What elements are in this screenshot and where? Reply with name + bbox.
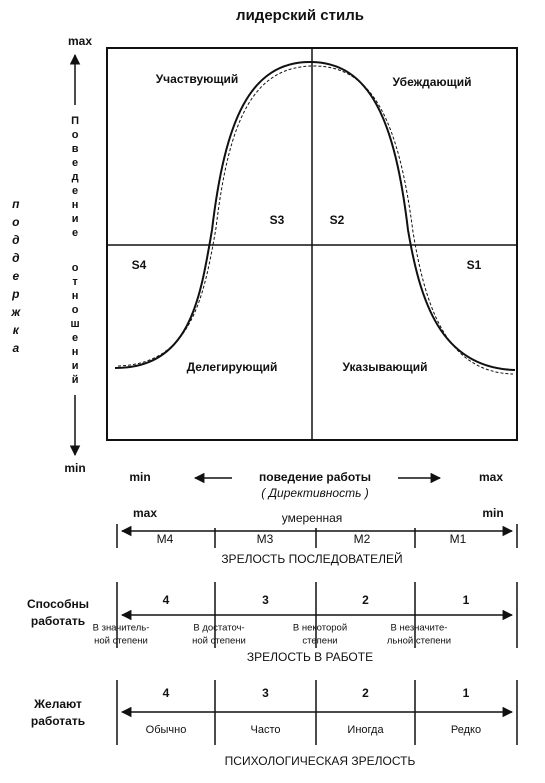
y-min: min [64, 461, 85, 475]
willingness-number: 2 [362, 686, 369, 700]
maturity-level: M1 [450, 532, 467, 546]
ability-text: В незначите- [391, 623, 448, 634]
x-axis-label: поведение работы [259, 470, 371, 484]
caption: ЗРЕЛОСТЬ ПОСЛЕДОВАТЕЛЕЙ [221, 551, 402, 566]
willingness-number: 4 [163, 686, 170, 700]
quadrant-code: S3 [270, 213, 285, 227]
leadership-curve-dashed [117, 65, 514, 375]
scale-low: min [482, 506, 503, 520]
side-label: поддержка [9, 197, 23, 359]
willingness-text: Обычно [146, 724, 187, 736]
willingness-number: 1 [463, 686, 470, 700]
ability-number: 3 [262, 593, 269, 607]
ability-text: ной степени [192, 636, 246, 647]
willingness-text: Редко [451, 724, 481, 736]
quadrant-label: Участвующий [156, 72, 239, 86]
ability-text: ной степени [94, 636, 148, 647]
row-label: работать [31, 714, 85, 728]
scale-ticks [116, 524, 518, 548]
willingness-text: Иногда [347, 724, 384, 736]
willingness-number: 3 [262, 686, 269, 700]
quadrant-code: S1 [467, 258, 482, 272]
ability-text: В достаточ- [193, 623, 244, 634]
ability-text: В некоторой [293, 623, 347, 634]
x-axis-sublabel: ( Директивность ) [261, 486, 368, 500]
quadrant-label: Убеждающий [392, 75, 471, 89]
y-axis-label: Поведение [69, 115, 81, 241]
ability-text: степени [302, 636, 337, 647]
caption: ЗРЕЛОСТЬ В РАБОТЕ [247, 650, 373, 664]
ability-number: 4 [163, 593, 170, 607]
ability-text: В значитель- [93, 623, 150, 634]
title: лидерский стиль [236, 7, 364, 24]
ability-number: 1 [463, 593, 470, 607]
willingness-text: Часто [251, 724, 281, 736]
quadrant-code: S2 [330, 213, 345, 227]
ability-text: льной степени [387, 636, 451, 647]
maturity-level: M4 [157, 532, 174, 546]
quadrant-label: Указывающий [342, 360, 427, 374]
y-max: max [68, 34, 92, 48]
scale-high: max [133, 506, 157, 520]
row-label: работать [31, 614, 85, 628]
scale-mid: умеренная [282, 511, 343, 525]
x-min: min [129, 470, 150, 484]
quadrant-label: Делегирующий [187, 360, 278, 374]
maturity-level: M2 [354, 532, 371, 546]
x-max: max [479, 470, 503, 484]
leadership-curve [114, 60, 516, 371]
y-axis-label: отношений [69, 262, 81, 388]
ability-number: 2 [362, 593, 369, 607]
row-label: Желают [33, 697, 82, 711]
caption: ПСИХОЛОГИЧЕСКАЯ ЗРЕЛОСТЬ [225, 754, 416, 768]
quadrant-code: S4 [132, 258, 147, 272]
maturity-level: M3 [257, 532, 274, 546]
row-label: Способны [27, 597, 89, 611]
